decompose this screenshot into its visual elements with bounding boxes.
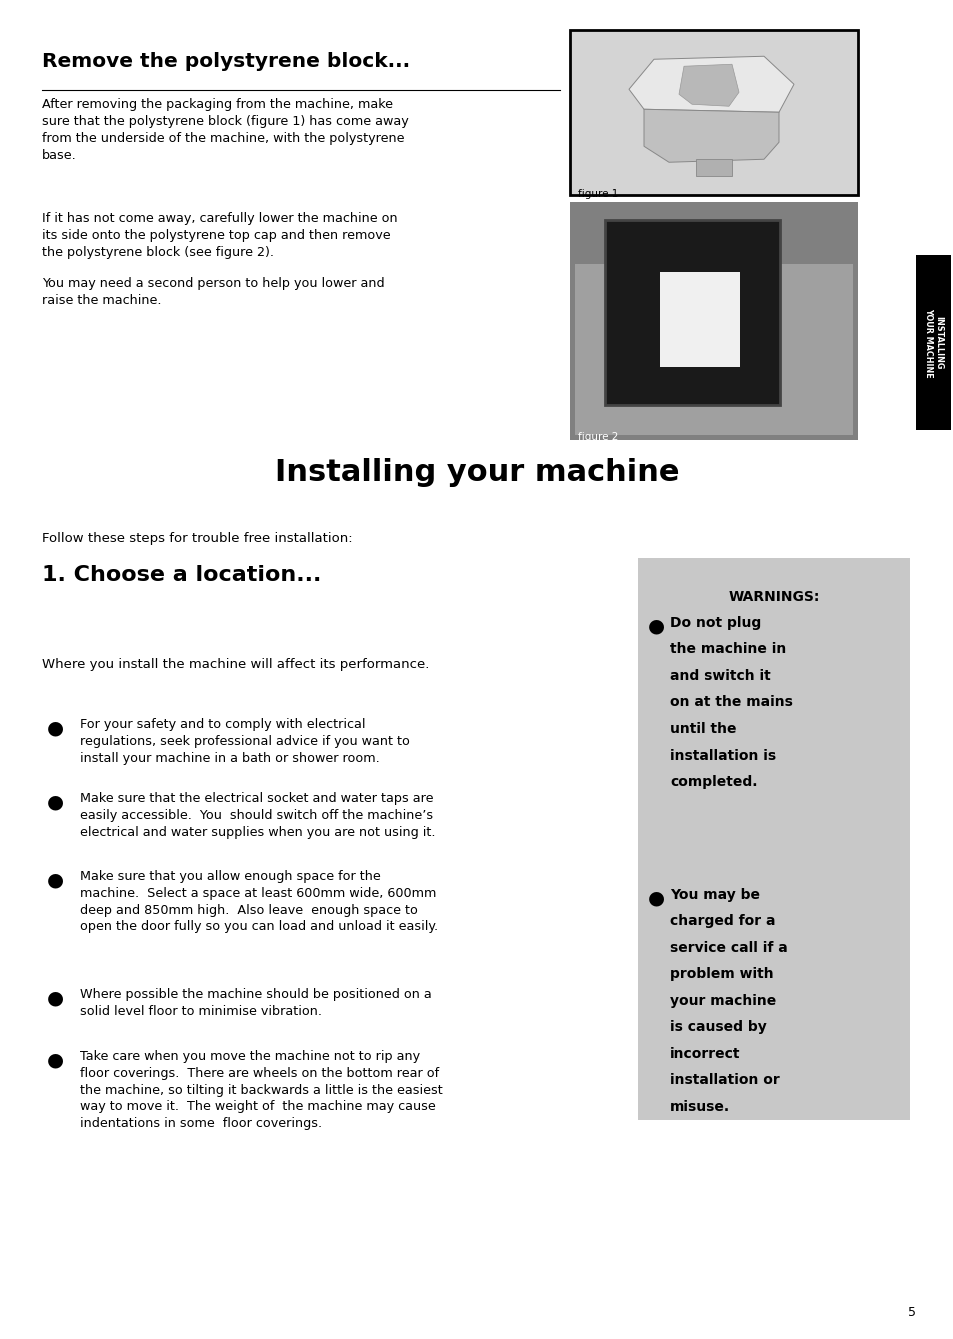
Bar [638, 558, 909, 1119]
Text: completed.: completed. [669, 775, 757, 789]
Text: For your safety and to comply with electrical
regulations, seek professional adv: For your safety and to comply with elect… [80, 718, 410, 765]
Bar [659, 272, 740, 367]
Text: 5: 5 [907, 1306, 915, 1319]
Text: Remove the polystyrene block...: Remove the polystyrene block... [42, 52, 410, 71]
Text: Make sure that you allow enough space for the
machine.  Select a space at least : Make sure that you allow enough space fo… [80, 870, 437, 933]
Text: charged for a: charged for a [669, 915, 775, 928]
Text: Installing your machine: Installing your machine [274, 458, 679, 487]
Text: Make sure that the electrical socket and water taps are
easily accessible.  You : Make sure that the electrical socket and… [80, 791, 435, 838]
Text: After removing the packaging from the machine, make
sure that the polystyrene bl: After removing the packaging from the ma… [42, 98, 408, 162]
Text: 1. Choose a location...: 1. Choose a location... [42, 565, 321, 585]
Text: ●: ● [47, 988, 64, 1007]
Text: figure 2: figure 2 [578, 432, 618, 442]
Text: WARNINGS:: WARNINGS: [727, 590, 819, 604]
Text: is caused by: is caused by [669, 1020, 766, 1035]
Bar [575, 264, 852, 435]
Text: Take care when you move the machine not to rip any
floor coverings.  There are w: Take care when you move the machine not … [80, 1050, 442, 1130]
Bar [915, 254, 950, 430]
Text: installation is: installation is [669, 749, 776, 762]
Text: and switch it: and switch it [669, 670, 770, 683]
Text: until the: until the [669, 722, 736, 736]
Text: You may need a second person to help you lower and
raise the machine.: You may need a second person to help you… [42, 277, 384, 307]
Text: incorrect: incorrect [669, 1047, 740, 1060]
Text: If it has not come away, carefully lower the machine on
its side onto the polyst: If it has not come away, carefully lower… [42, 212, 397, 258]
Polygon shape [628, 56, 793, 112]
Text: Do not plug: Do not plug [669, 616, 760, 631]
Text: installation or: installation or [669, 1074, 779, 1087]
Text: your machine: your machine [669, 994, 776, 1008]
Text: service call if a: service call if a [669, 941, 787, 955]
Text: figure 1: figure 1 [578, 189, 618, 200]
Polygon shape [643, 110, 779, 162]
Bar [569, 202, 857, 441]
Text: Follow these steps for trouble free installation:: Follow these steps for trouble free inst… [42, 532, 353, 545]
Text: You may be: You may be [669, 888, 760, 902]
Polygon shape [696, 159, 731, 177]
Text: ●: ● [647, 888, 664, 907]
Text: Where you install the machine will affect its performance.: Where you install the machine will affec… [42, 657, 429, 671]
Text: INSTALLING
YOUR MACHINE: INSTALLING YOUR MACHINE [923, 308, 943, 378]
Text: problem with: problem with [669, 968, 773, 981]
Text: the machine in: the machine in [669, 643, 785, 656]
Bar [569, 29, 857, 195]
Text: misuse.: misuse. [669, 1101, 729, 1114]
Text: ●: ● [47, 791, 64, 811]
Text: ●: ● [47, 1050, 64, 1069]
Bar [604, 220, 780, 404]
Text: on at the mains: on at the mains [669, 695, 792, 710]
Text: ●: ● [647, 616, 664, 635]
Text: ●: ● [47, 870, 64, 889]
Text: Where possible the machine should be positioned on a
solid level floor to minimi: Where possible the machine should be pos… [80, 988, 432, 1018]
Polygon shape [679, 64, 739, 106]
Text: ●: ● [47, 718, 64, 736]
